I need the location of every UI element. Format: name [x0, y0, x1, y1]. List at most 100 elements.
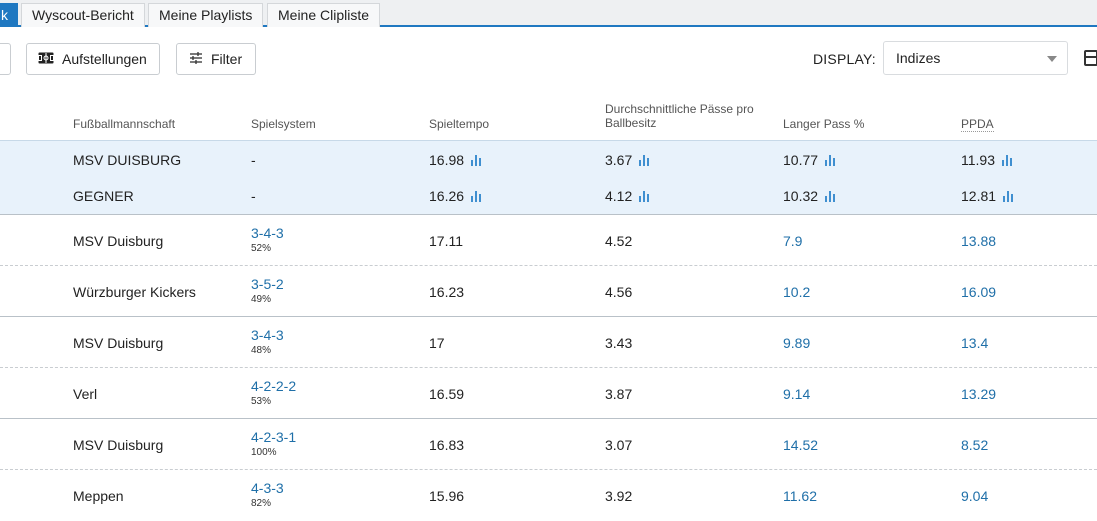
- tempo-number: 16.98: [429, 152, 465, 168]
- tempo-value: 16.98: [429, 152, 482, 168]
- passes-value: 4.12: [605, 188, 650, 204]
- tab-wyscout-report[interactable]: Wyscout-Bericht: [21, 3, 145, 27]
- long-pass-link[interactable]: 10.2: [783, 284, 811, 300]
- passes-value: 3.07: [605, 437, 633, 453]
- system-link[interactable]: 4-2-2-2: [251, 378, 297, 394]
- ppda-link[interactable]: 9.04: [961, 488, 989, 504]
- table-row[interactable]: MSV Duisburg 3-4-3 52% 17.11 4.52 7.9 13…: [0, 215, 1097, 266]
- display-label: DISPLAY:: [813, 51, 876, 67]
- ppda-link[interactable]: 13.29: [961, 386, 997, 402]
- bar-chart-icon[interactable]: [825, 191, 836, 202]
- tab-my-playlists[interactable]: Meine Playlists: [148, 3, 264, 27]
- chevron-down-icon: [1047, 56, 1057, 62]
- display-select[interactable]: Indizes: [883, 41, 1068, 75]
- table-row[interactable]: Verl 4-2-2-2 53% 16.59 3.87 9.14 13.29: [0, 368, 1097, 419]
- passes-number: 4.12: [605, 188, 633, 204]
- system-percent: 52%: [251, 243, 272, 254]
- bar-chart-icon[interactable]: [825, 155, 836, 166]
- tempo-value: 17.11: [429, 233, 463, 249]
- tempo-value: 16.26: [429, 188, 482, 204]
- ppda-value: 12.81: [961, 188, 1014, 204]
- system-percent: 48%: [251, 345, 272, 356]
- long-pass-number: 10.32: [783, 188, 819, 204]
- long-pass-link[interactable]: 7.9: [783, 233, 803, 249]
- lineups-label: Aufstellungen: [62, 51, 147, 67]
- team-name: Meppen: [73, 488, 124, 504]
- passes-value: 3.43: [605, 335, 633, 351]
- summary-row-team: MSV DUISBURG - 16.98 3.67 10.77 11.93: [0, 140, 1097, 177]
- table-row[interactable]: Meppen 4-3-3 82% 15.96 3.92 11.62 9.04: [0, 470, 1097, 521]
- col-passes[interactable]: Durchschnittliche Pässe pro Ballbesitz: [605, 102, 754, 130]
- toolbar: Aufstellungen Filter DISPLAY: Indizes: [0, 27, 1097, 92]
- passes-value: 3.92: [605, 488, 633, 504]
- bar-chart-icon[interactable]: [1002, 155, 1013, 166]
- long-pass-value: 10.32: [783, 188, 836, 204]
- tempo-value: 15.96: [429, 488, 465, 504]
- tempo-number: 16.26: [429, 188, 465, 204]
- system-link[interactable]: 4-2-3-1: [251, 429, 297, 445]
- system-link[interactable]: 3-4-3: [251, 327, 284, 343]
- lineups-button[interactable]: Aufstellungen: [26, 43, 160, 75]
- team-name: MSV Duisburg: [73, 233, 164, 249]
- bar-chart-icon[interactable]: [639, 155, 650, 166]
- team-name: GEGNER: [73, 188, 134, 204]
- system-link[interactable]: 3-4-3: [251, 225, 284, 241]
- col-system[interactable]: Spielsystem: [251, 117, 316, 131]
- system-percent: 82%: [251, 498, 272, 509]
- passes-number: 3.67: [605, 152, 633, 168]
- table-header: Fußballmannschaft Spielsystem Spieltempo…: [0, 92, 1097, 140]
- tempo-value: 16.83: [429, 437, 465, 453]
- team-name: MSV Duisburg: [73, 437, 164, 453]
- system-value: -: [251, 188, 256, 204]
- system-percent: 53%: [251, 396, 272, 407]
- long-pass-link[interactable]: 14.52: [783, 437, 819, 453]
- long-pass-link[interactable]: 9.89: [783, 335, 811, 351]
- filter-label: Filter: [211, 51, 243, 67]
- partial-button[interactable]: [0, 43, 11, 75]
- team-name: Verl: [73, 386, 98, 402]
- stats-table: Fußballmannschaft Spielsystem Spieltempo…: [0, 92, 1097, 521]
- bar-chart-icon[interactable]: [639, 191, 650, 202]
- system-percent: 49%: [251, 294, 272, 305]
- long-pass-link[interactable]: 9.14: [783, 386, 811, 402]
- bar-chart-icon[interactable]: [471, 191, 482, 202]
- bar-chart-icon[interactable]: [1003, 191, 1014, 202]
- col-long-pass[interactable]: Langer Pass %: [783, 117, 865, 131]
- summary-row-opponent: GEGNER - 16.26 4.12 10.32 12.81: [0, 177, 1097, 215]
- display-select-value: Indizes: [896, 50, 941, 66]
- col-team[interactable]: Fußballmannschaft: [73, 117, 176, 131]
- table-row[interactable]: Würzburger Kickers 3-5-2 49% 16.23 4.56 …: [0, 266, 1097, 317]
- tempo-value: 16.59: [429, 386, 465, 402]
- passes-value: 3.67: [605, 152, 650, 168]
- long-pass-link[interactable]: 11.62: [783, 488, 817, 504]
- tab-my-cliplist[interactable]: Meine Clipliste: [267, 3, 381, 27]
- bar-chart-icon[interactable]: [471, 155, 482, 166]
- ppda-link[interactable]: 8.52: [961, 437, 989, 453]
- team-name: MSV Duisburg: [73, 335, 164, 351]
- field-icon: [38, 51, 54, 67]
- system-link[interactable]: 4-3-3: [251, 480, 284, 496]
- ppda-link[interactable]: 13.88: [961, 233, 997, 249]
- ppda-number: 11.93: [961, 152, 995, 168]
- ppda-link[interactable]: 16.09: [961, 284, 997, 300]
- passes-value: 4.56: [605, 284, 633, 300]
- sliders-icon: [189, 51, 203, 67]
- passes-value: 3.87: [605, 386, 633, 402]
- table-row[interactable]: MSV Duisburg 4-2-3-1 100% 16.83 3.07 14.…: [0, 419, 1097, 470]
- tempo-value: 17: [429, 335, 445, 351]
- col-ppda[interactable]: PPDA: [961, 117, 994, 132]
- ppda-link[interactable]: 13.4: [961, 335, 989, 351]
- filter-button[interactable]: Filter: [176, 43, 256, 75]
- tempo-value: 16.23: [429, 284, 465, 300]
- col-tempo[interactable]: Spieltempo: [429, 117, 490, 131]
- system-percent: 100%: [251, 447, 277, 458]
- long-pass-number: 10.77: [783, 152, 819, 168]
- ppda-number: 12.81: [961, 188, 997, 204]
- team-name: Würzburger Kickers: [73, 284, 196, 300]
- table-row[interactable]: MSV Duisburg 3-4-3 48% 17 3.43 9.89 13.4: [0, 317, 1097, 368]
- ppda-value: 11.93: [961, 152, 1013, 168]
- layout-icon[interactable]: [1084, 50, 1097, 66]
- long-pass-value: 10.77: [783, 152, 836, 168]
- system-link[interactable]: 3-5-2: [251, 276, 284, 292]
- tab-current[interactable]: k: [0, 3, 18, 27]
